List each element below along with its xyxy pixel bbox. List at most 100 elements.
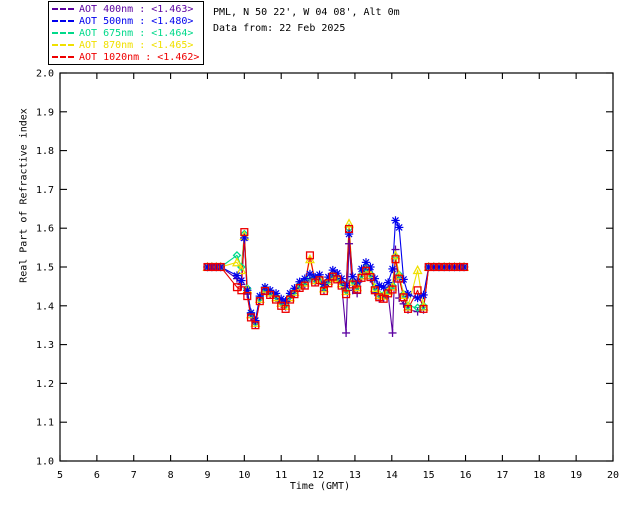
data-marker	[255, 297, 264, 306]
data-marker	[290, 290, 299, 299]
data-marker	[295, 283, 304, 293]
data-marker	[391, 216, 400, 225]
data-marker	[419, 304, 428, 313]
data-marker	[207, 262, 216, 272]
data-marker	[361, 263, 371, 273]
data-marker	[348, 280, 357, 289]
data-marker	[356, 270, 367, 280]
data-marker	[246, 308, 256, 317]
data-marker	[394, 223, 404, 232]
data-marker	[375, 293, 384, 302]
data-marker	[305, 251, 315, 260]
legend: AOT 400nm : <1.463> AOT 500nm : <1.480> AO…	[48, 1, 205, 65]
legend-line-swatch	[52, 32, 74, 34]
data-marker	[328, 265, 338, 275]
data-marker	[366, 269, 375, 279]
data-marker	[353, 285, 362, 294]
data-marker	[345, 239, 354, 248]
data-marker	[344, 218, 355, 228]
data-marker	[388, 285, 397, 294]
legend-item: AOT 675nm : <1.464>	[52, 27, 199, 39]
data-marker	[361, 258, 371, 267]
data-marker	[344, 224, 354, 234]
legend-item: AOT 500nm : <1.480>	[52, 15, 199, 27]
data-marker	[333, 275, 342, 284]
data-marker	[424, 262, 433, 272]
data-marker	[237, 276, 246, 285]
data-marker	[342, 290, 351, 299]
data-marker	[391, 255, 400, 264]
legend-item-label: AOT 870nm : <1.465>	[79, 39, 194, 51]
x-axis-tick-label: 11	[275, 470, 287, 481]
data-marker	[460, 262, 469, 272]
x-axis-tick-label: 12	[312, 470, 324, 481]
data-marker	[419, 301, 428, 311]
title-line-2: Data from: 22 Feb 2025	[213, 23, 346, 34]
legend-item: AOT 400nm : <1.463>	[52, 3, 199, 15]
legend-item: AOT 870nm : <1.465>	[52, 39, 199, 51]
data-marker	[403, 301, 413, 311]
plot-frame	[59, 72, 614, 462]
y-axis-tick-label: 1.8	[36, 146, 54, 157]
data-marker	[413, 293, 422, 303]
data-marker	[445, 262, 454, 272]
data-marker	[388, 264, 397, 274]
x-axis-tick-label: 6	[94, 470, 100, 481]
data-marker	[390, 250, 401, 260]
data-marker	[342, 328, 351, 337]
data-marker	[366, 273, 375, 282]
x-axis-tick-label: 7	[131, 470, 137, 481]
data-marker	[383, 278, 393, 287]
y-axis-tick-label: 1.9	[36, 107, 54, 118]
data-marker	[394, 270, 404, 280]
legend-item: AOT 1020nm : <1.462>	[52, 51, 199, 63]
y-axis-label: Real Part of Refractive index	[18, 108, 30, 283]
x-axis-tick-label: 8	[168, 470, 174, 481]
data-marker	[324, 279, 333, 288]
data-marker	[429, 262, 438, 272]
data-marker	[305, 269, 315, 279]
data-marker	[243, 292, 252, 301]
data-marker	[383, 285, 394, 296]
data-marker	[332, 272, 343, 282]
x-axis-tick-label: 10	[238, 470, 250, 481]
title-line-1: PML, N 50 22', W 04 08', Alt 0m	[213, 7, 400, 18]
data-marker	[413, 286, 422, 295]
data-marker	[412, 264, 423, 275]
data-marker	[399, 289, 408, 299]
data-marker	[285, 295, 295, 304]
data-marker	[237, 286, 246, 295]
data-marker	[240, 228, 249, 237]
y-axis-tick-label: 1.2	[36, 379, 54, 390]
data-marker	[455, 262, 464, 272]
data-marker	[271, 295, 281, 304]
x-axis-label: Time (GMT)	[289, 481, 351, 492]
data-marker	[337, 281, 346, 290]
data-marker	[440, 262, 449, 272]
data-marker	[357, 264, 366, 274]
data-marker	[251, 321, 260, 330]
data-marker	[255, 293, 265, 303]
legend-item-label: AOT 675nm : <1.464>	[79, 27, 194, 39]
data-marker	[399, 293, 408, 302]
data-marker	[352, 281, 363, 292]
data-marker	[311, 278, 320, 287]
y-axis-tick-label: 1.5	[36, 263, 54, 274]
data-marker	[374, 289, 385, 299]
data-marker	[315, 276, 324, 285]
y-axis-tick-label: 1.1	[36, 418, 54, 429]
data-marker	[314, 273, 325, 283]
x-axis-tick-label: 17	[496, 470, 508, 481]
y-axis-tick-label: 1.7	[36, 185, 54, 196]
y-axis-tick-label: 2.0	[36, 69, 54, 80]
x-axis-tick-label: 16	[460, 470, 472, 481]
legend-line-swatch	[52, 56, 74, 58]
data-marker	[281, 304, 290, 313]
data-marker	[281, 296, 290, 306]
data-marker	[236, 264, 247, 275]
data-marker	[216, 262, 225, 272]
x-axis-tick-label: 18	[533, 470, 545, 481]
legend-item-label: AOT 1020nm : <1.462>	[79, 51, 200, 63]
